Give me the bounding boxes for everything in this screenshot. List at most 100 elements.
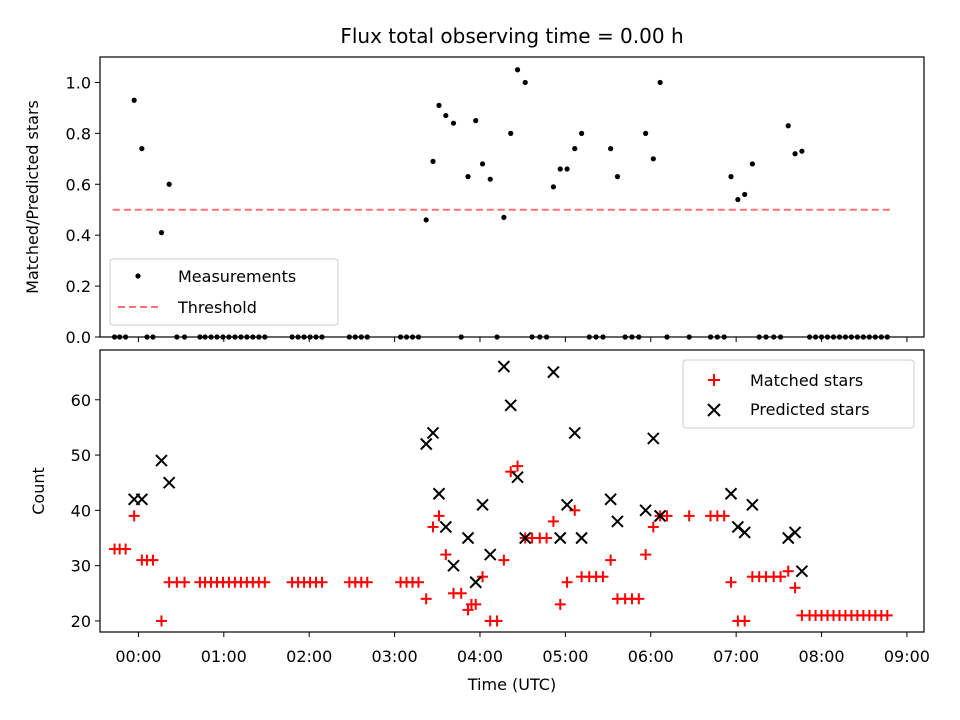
bottom-y-tick-label: 30: [71, 557, 91, 576]
measurement-point: [550, 184, 557, 190]
measurement-point: [479, 161, 486, 167]
measurement-point: [650, 156, 656, 162]
predicted-star-point: [639, 504, 652, 517]
top-x-axis: [137, 337, 908, 342]
bottom-x-tick-label: 01:00: [201, 647, 247, 666]
legend-marker-measurements: [135, 273, 141, 279]
bottom-y-tick-label: 20: [71, 612, 91, 631]
measurement-point: [557, 166, 563, 172]
predicted-star-point: [788, 526, 802, 539]
matched-star-point: [147, 554, 159, 566]
predicted-star-point: [484, 548, 497, 561]
bottom-x-tick-label: 08:00: [798, 647, 844, 666]
bottom-legend-box: [682, 359, 915, 429]
measurement-point: [608, 146, 614, 152]
predicted-star-point: [575, 531, 588, 545]
matched-star-point: [683, 510, 695, 522]
bottom-x-tick-label: 02:00: [286, 647, 332, 666]
bottom-x-tick-label: 06:00: [628, 647, 674, 666]
top-y-tick-label: 0.0: [66, 328, 91, 347]
predicted-star-point: [426, 426, 440, 440]
predicted-star-point: [476, 498, 489, 512]
bottom-y-tick-label: 40: [71, 501, 91, 520]
predicted-star-point: [519, 531, 532, 545]
bottom-x-tick-label: 07:00: [713, 647, 759, 666]
predicted-star-point: [155, 454, 168, 467]
matched-star-point: [455, 587, 467, 599]
predicted-star-point: [511, 470, 524, 484]
top-y-tick-label: 0.4: [66, 226, 91, 245]
matched-star-point: [647, 521, 659, 533]
measurement-point: [522, 79, 528, 86]
measurement-point: [785, 123, 791, 129]
bottom-x-axis: 00:00 01:00 02:00 03:00 04:00 05:00 06:00 07:00…: [115, 632, 930, 666]
bottom-y-tick-label: 50: [71, 446, 91, 465]
top-y-tick-label: 0.2: [66, 277, 91, 296]
matched-star-point: [633, 593, 645, 605]
top-title: Flux total observing time = 0.00 h: [340, 24, 683, 48]
predicted-star-point: [738, 526, 751, 539]
measurement-point: [473, 118, 479, 124]
matched-star-point: [541, 532, 553, 544]
top-y-axis-label: Matched/Predicted stars: [23, 100, 42, 294]
legend-label-threshold: Threshold: [177, 298, 257, 317]
predicted-star-point: [647, 432, 660, 445]
matched-star-point: [155, 615, 167, 627]
x-axis-label: Time (UTC): [467, 675, 556, 694]
matched-star-point: [420, 593, 432, 605]
measurement-point: [643, 130, 649, 136]
matched-star-point: [569, 504, 581, 516]
predicted-star-point: [653, 509, 667, 523]
predicted-star-point: [497, 360, 511, 373]
matched-star-point: [554, 598, 566, 610]
predicted-star-point: [439, 520, 453, 534]
predicted-star-point: [162, 476, 176, 489]
matched-star-point: [661, 510, 673, 522]
predicted-star-point: [604, 493, 617, 506]
bottom-x-tick-label: 03:00: [372, 647, 418, 666]
bottom-panel: 20 30 40 50 60 00:00 01:00 02:00 03:00 04:00 05:0…: [29, 349, 930, 694]
measurement-point: [501, 214, 507, 220]
matched-star-point: [120, 543, 132, 555]
predicted-star-point: [504, 399, 517, 412]
measurement-point: [792, 151, 798, 157]
top-y-axis: 0.0 0.2 0.4 0.6 0.8 1.0: [66, 73, 100, 347]
matched-star-point: [881, 609, 893, 621]
bottom-x-tick-label: 00:00: [115, 647, 161, 666]
top-axes-frame: [99, 56, 925, 338]
predicted-star-point: [560, 498, 574, 512]
matched-star-point: [361, 576, 373, 588]
predicted-star-point: [746, 498, 759, 512]
matched-star-point: [775, 571, 787, 583]
measurement-point: [465, 174, 471, 180]
measurement-point: [139, 146, 145, 152]
matched-star-point: [477, 571, 489, 583]
measurement-point: [657, 79, 663, 86]
measurement-point: [728, 174, 734, 180]
bottom-axes-frame: [99, 349, 925, 633]
measurement-point: [578, 130, 585, 136]
matched-star-point: [470, 598, 482, 610]
legend-label-predicted: Predicted stars: [750, 400, 870, 419]
measurement-point: [508, 130, 514, 136]
predicted-star-point: [461, 531, 475, 545]
measurement-point: [735, 196, 741, 203]
measurement-point: [564, 166, 570, 172]
predicted-star-point: [547, 365, 560, 379]
measurement-point: [436, 102, 442, 108]
measurement-point: [443, 112, 449, 119]
matched-star-point: [316, 576, 328, 588]
measurement-point: [450, 120, 457, 126]
legend-label-measurements: Measurements: [178, 267, 296, 286]
matched-star-point: [789, 582, 801, 594]
matched-star-point: [782, 565, 794, 577]
top-y-tick-label: 1.0: [66, 73, 91, 92]
predicted-star-point: [611, 515, 624, 528]
matched-star-point: [605, 554, 617, 566]
predicted-star-point: [469, 576, 482, 589]
matched-star-point: [498, 554, 510, 566]
predicted-star-point: [419, 437, 433, 451]
matched-star-point: [597, 571, 609, 583]
predicted-star-point: [724, 487, 738, 500]
